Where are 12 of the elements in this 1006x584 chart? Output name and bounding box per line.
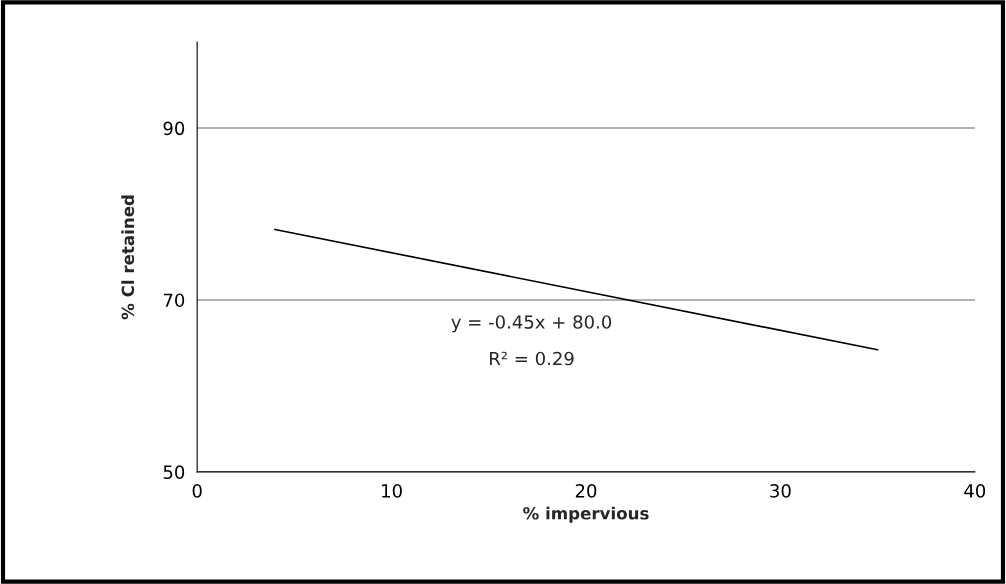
x-tick-label: 10 (382, 484, 402, 498)
y-axis-title: % Cl retained (121, 195, 135, 320)
x-tick-label: 0 (192, 484, 202, 498)
y-tick-label: 70 (163, 293, 185, 308)
x-tick-label: 40 (964, 484, 986, 498)
x-tick-label: 30 (770, 484, 791, 498)
y-tick-label: 90 (163, 121, 185, 136)
y-tick-label: 50 (163, 465, 185, 479)
x-axis-title: % impervious (523, 506, 649, 523)
x-tick-label: 20 (575, 484, 597, 498)
annotation: R² = 0.29 (490, 351, 574, 366)
annotation: y = -0.45x + 80.0 (451, 315, 612, 333)
